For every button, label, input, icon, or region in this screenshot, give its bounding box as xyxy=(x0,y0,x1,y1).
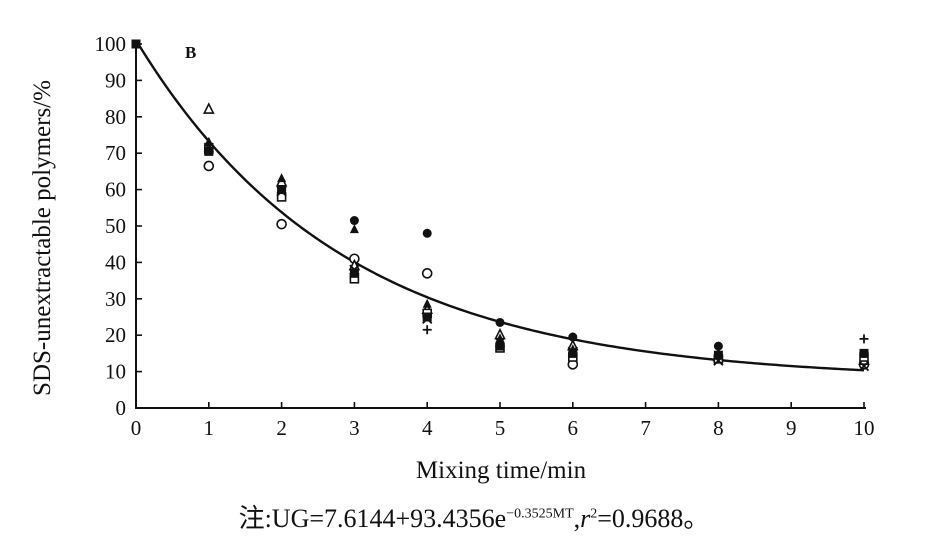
data-point-x xyxy=(349,264,360,275)
y-tick-label: 20 xyxy=(105,323,126,347)
x-tick-label: 5 xyxy=(495,416,506,440)
caption-suffix: =0.9688。 xyxy=(597,504,710,533)
x-tick-label: 2 xyxy=(276,416,287,440)
caption-exponent: −0.3525MT xyxy=(506,506,574,522)
y-tick-label: 90 xyxy=(105,68,126,92)
data-point-plus xyxy=(495,339,505,349)
y-tick-label: 40 xyxy=(105,250,126,274)
y-tick-label: 0 xyxy=(116,396,127,420)
y-tick-label: 50 xyxy=(105,214,126,238)
data-point-x xyxy=(422,313,433,324)
caption-r-exponent: 2 xyxy=(590,506,598,522)
caption-prefix: 注:UG=7.6144+93.4356e xyxy=(238,504,507,533)
y-axis-title: SDS-unextractable polymers/% xyxy=(29,80,56,396)
data-point-x xyxy=(567,346,578,357)
data-point-x xyxy=(276,186,287,197)
data-point-x xyxy=(858,361,870,372)
data-point-square-filled xyxy=(204,146,214,156)
panel-label: B xyxy=(185,43,196,62)
x-tick-label: 3 xyxy=(349,416,360,440)
data-point-triangle-filled xyxy=(277,173,287,183)
caption-r-symbol: r xyxy=(580,504,591,533)
data-point-x xyxy=(203,142,214,153)
data-points xyxy=(131,39,870,372)
data-point-square-filled xyxy=(568,348,578,358)
y-tick-label: 30 xyxy=(105,287,126,311)
data-point-circle-open xyxy=(203,160,215,172)
x-tick-label: 10 xyxy=(854,416,875,440)
y-tick-label: 70 xyxy=(105,141,126,165)
x-axis-title: Mixing time/min xyxy=(416,457,587,484)
axes xyxy=(135,44,866,409)
data-point-circle-filled xyxy=(422,228,432,238)
data-point-triangle-open xyxy=(203,102,215,114)
data-point-square-filled xyxy=(422,312,432,322)
data-point-square-filled xyxy=(277,185,287,195)
data-point-circle-open xyxy=(276,218,287,230)
data-point-square-filled xyxy=(349,268,359,278)
data-point-origin xyxy=(131,39,141,49)
data-point-circle-filled xyxy=(568,332,578,342)
x-tick-label: 8 xyxy=(713,416,724,440)
x-tick-label: 6 xyxy=(568,416,579,440)
y-tick-label: 80 xyxy=(105,105,126,129)
data-point-triangle-filled xyxy=(422,298,432,308)
data-point-triangle-filled xyxy=(204,136,214,146)
y-tick-label: 60 xyxy=(105,178,126,202)
data-point-circle-open xyxy=(421,268,433,279)
x-tick-label: 7 xyxy=(640,416,651,440)
data-point-plus xyxy=(422,325,432,335)
data-point-triangle-filled xyxy=(349,224,359,234)
data-point-circle-filled xyxy=(713,341,723,351)
data-point-square-filled xyxy=(713,350,723,360)
x-tick-label: 4 xyxy=(422,416,433,440)
data-point-square-filled xyxy=(859,348,869,358)
data-point-x xyxy=(713,355,724,366)
y-tick-label: 10 xyxy=(105,360,126,384)
data-point-plus xyxy=(859,334,869,344)
x-tick-label: 0 xyxy=(131,416,142,440)
caption-equation: 注:UG=7.6144+93.4356e−0.3525MT,r2=0.9688。 xyxy=(238,504,710,533)
x-tick-label: 1 xyxy=(204,416,215,440)
y-tick-label: 100 xyxy=(95,32,127,56)
x-tick-label: 9 xyxy=(786,416,797,440)
data-point-circle-filled xyxy=(495,317,505,327)
data-point-circle-filled xyxy=(349,216,359,226)
